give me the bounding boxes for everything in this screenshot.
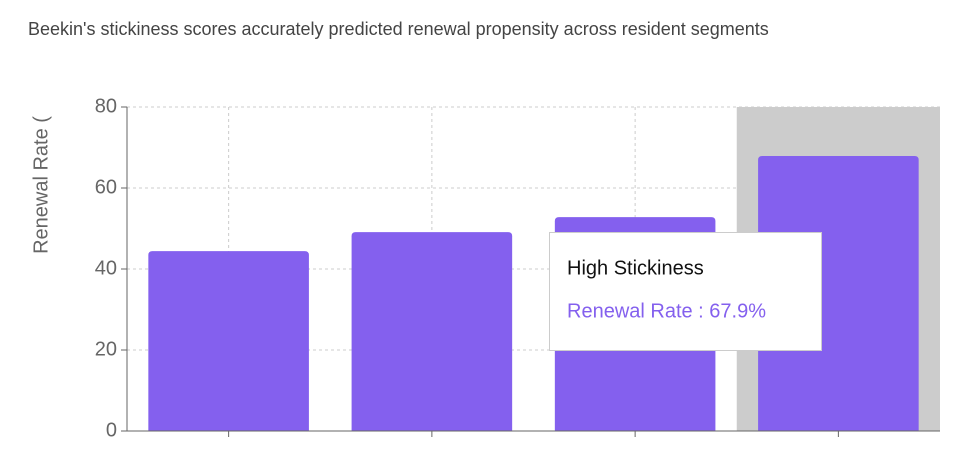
- chart-title: Beekin's stickiness scores accurately pr…: [28, 19, 769, 39]
- bar: [148, 251, 309, 431]
- y-axis-label: Renewal Rate (: [30, 116, 52, 254]
- tooltip: High Stickiness Renewal Rate : 67.9%: [549, 232, 822, 351]
- y-tick-label: 60: [95, 176, 117, 198]
- y-tick-label: 80: [95, 95, 117, 117]
- y-tick-label: 20: [95, 338, 117, 360]
- y-tick-label: 0: [106, 419, 117, 441]
- tooltip-title: High Stickiness: [567, 257, 704, 279]
- y-tick-label: 40: [95, 257, 117, 279]
- tooltip-entry: Renewal Rate : 67.9%: [567, 300, 766, 322]
- tooltip-box: [549, 232, 822, 351]
- bar: [351, 232, 513, 431]
- bar: [758, 156, 919, 431]
